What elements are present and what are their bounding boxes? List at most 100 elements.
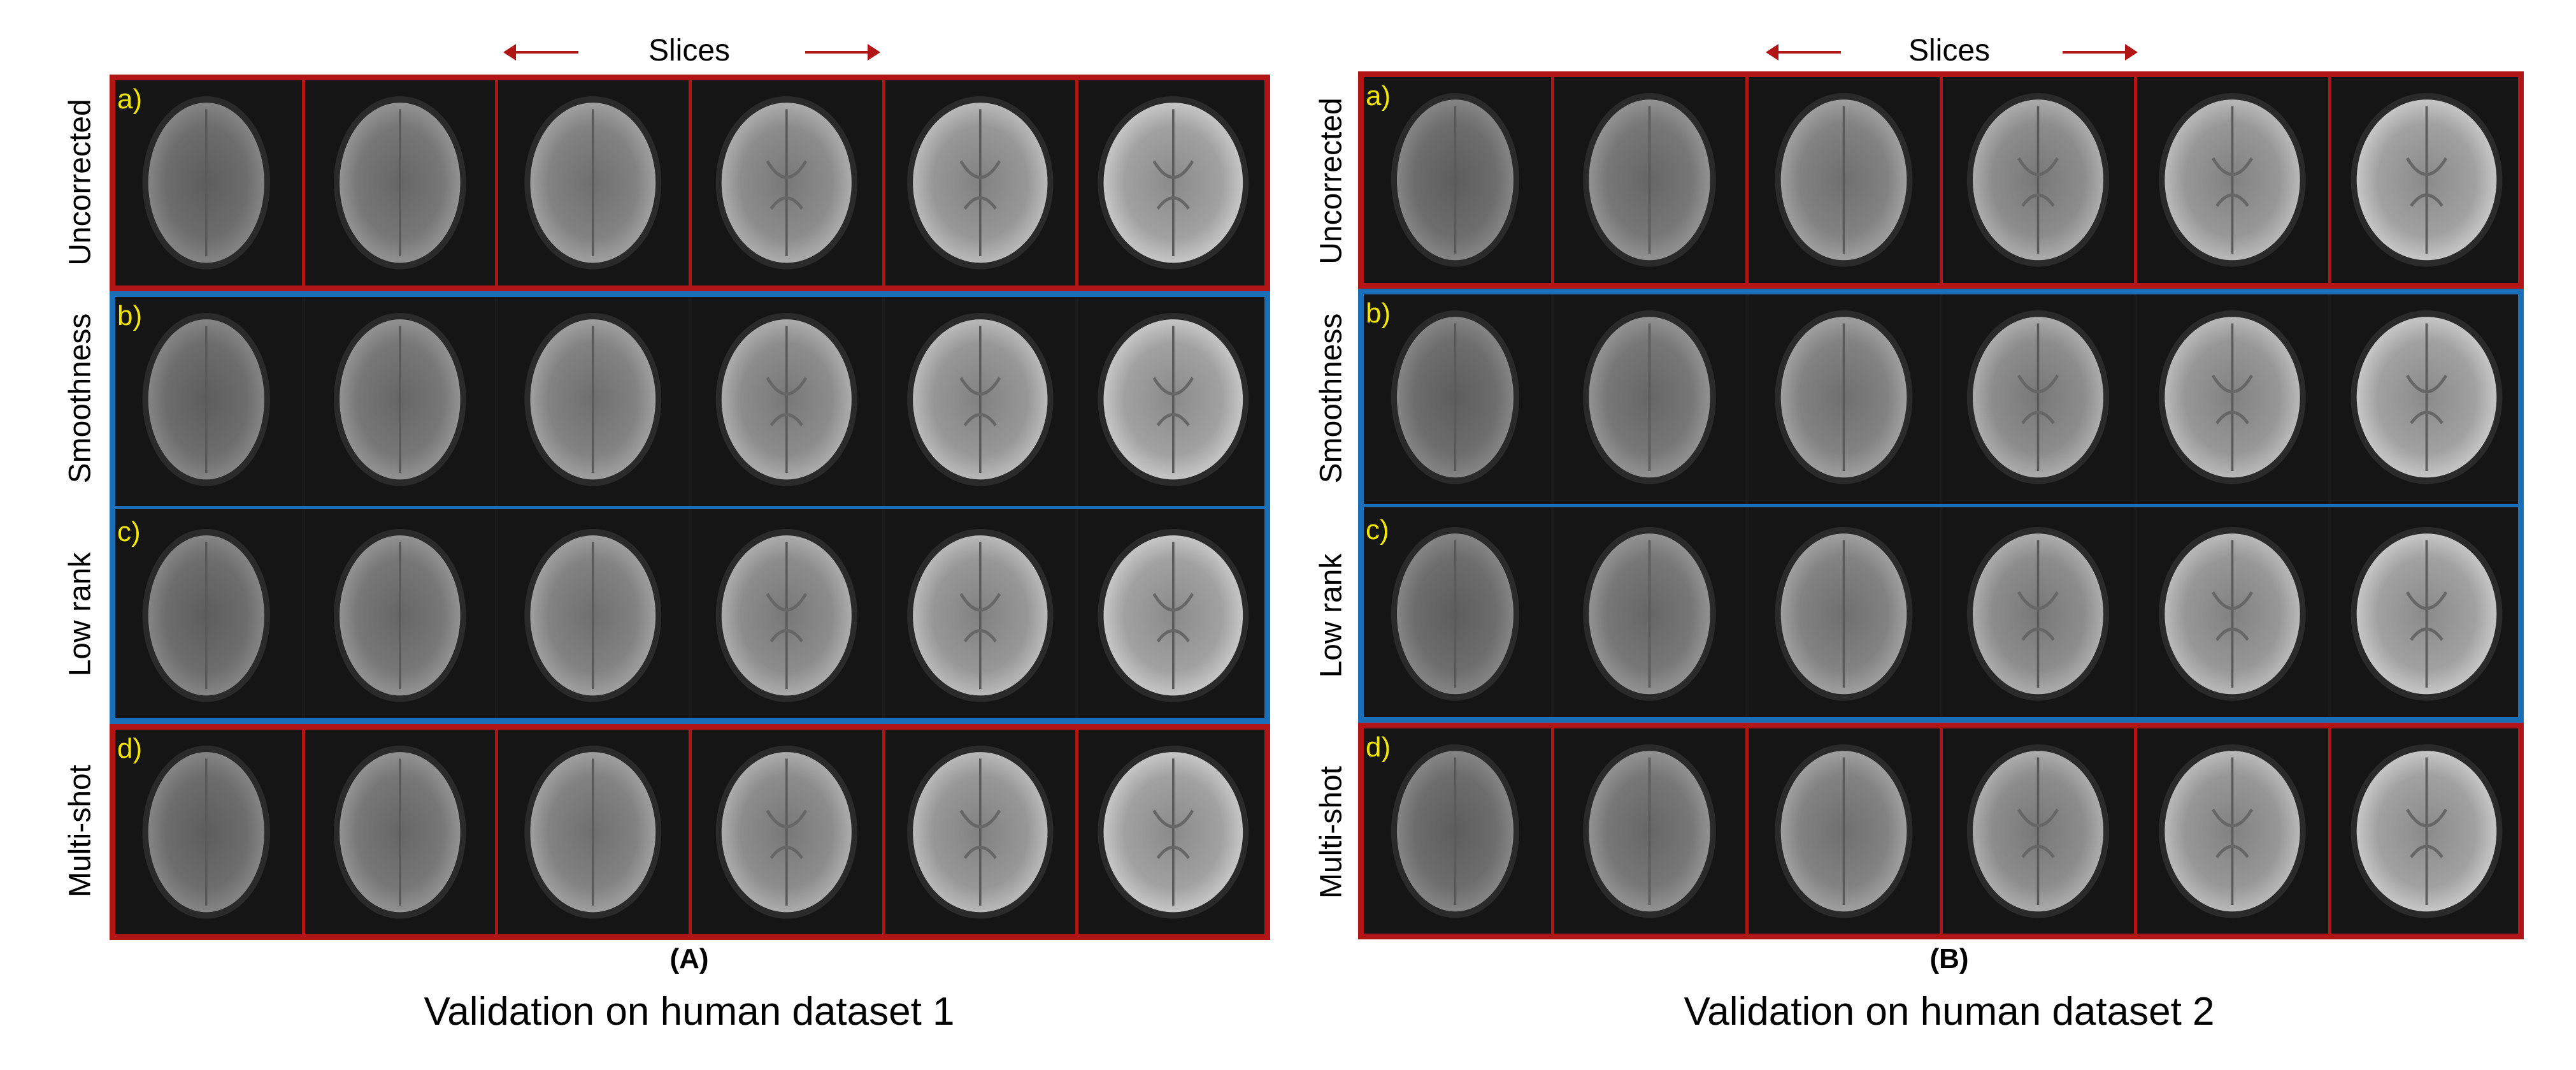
column-divider xyxy=(1551,71,1554,289)
row-label-smoothness: Smoothness xyxy=(63,313,97,484)
column-divider xyxy=(301,75,305,291)
brain-slice-image xyxy=(303,291,497,507)
brain-slice-image xyxy=(1941,71,2135,289)
brain-slice-image xyxy=(1552,288,1747,505)
image-row xyxy=(110,291,1270,507)
column-divider xyxy=(1551,722,1554,939)
arrow-right-icon xyxy=(805,44,880,61)
column-divider xyxy=(689,507,692,724)
brain-slice-image xyxy=(303,723,497,940)
brain-slice-image xyxy=(1552,505,1747,723)
column-divider xyxy=(1940,71,1943,289)
column-divider xyxy=(2328,288,2331,505)
row-letter: d) xyxy=(117,732,143,764)
image-row xyxy=(110,75,1270,291)
column-divider xyxy=(2134,288,2137,505)
brain-slice-image xyxy=(1077,723,1270,940)
panel-letter: (A) xyxy=(669,943,709,974)
brain-slice-image xyxy=(1747,71,1941,289)
brain-slice-image xyxy=(2135,288,2329,505)
brain-slice-image xyxy=(690,75,884,291)
column-divider xyxy=(1745,505,1749,723)
brain-slice-image xyxy=(496,507,690,724)
image-row xyxy=(1358,288,2524,505)
slices-header: Slices xyxy=(1287,33,2576,71)
brain-slice-image xyxy=(1552,722,1747,939)
brain-slice-image xyxy=(110,723,303,940)
brain-slice-image xyxy=(690,723,884,940)
row-letter: a) xyxy=(117,83,143,115)
column-divider xyxy=(1940,288,1943,505)
image-row xyxy=(110,723,1270,940)
column-divider xyxy=(1745,71,1749,289)
column-divider xyxy=(495,75,499,291)
brain-slice-image xyxy=(1552,71,1747,289)
brain-slice-image xyxy=(1747,722,1941,939)
brain-slice-image xyxy=(1941,288,2135,505)
image-grid: a) b) c) d) xyxy=(1358,71,2524,939)
panel-letter: (B) xyxy=(1929,943,1969,974)
column-divider xyxy=(2328,71,2331,289)
column-divider xyxy=(2134,722,2137,939)
image-row xyxy=(110,507,1270,724)
panel-b: Slices a) b) c) d) Uncorrected Smoothness L… xyxy=(1287,0,2576,1070)
panel-caption: Validation on human dataset 2 xyxy=(1684,990,2215,1034)
row-label-low-rank: Low rank xyxy=(63,552,97,677)
row-letter: b) xyxy=(117,300,143,331)
row-letter: c) xyxy=(117,516,141,547)
panel-caption: Validation on human dataset 1 xyxy=(424,990,955,1034)
column-divider xyxy=(495,507,499,724)
column-divider xyxy=(301,291,305,507)
column-divider xyxy=(882,75,885,291)
brain-slice-image xyxy=(496,291,690,507)
arrow-left-icon xyxy=(503,44,578,61)
column-divider xyxy=(1745,288,1749,505)
image-row xyxy=(1358,505,2524,723)
brain-slice-image xyxy=(1358,722,1552,939)
brain-slice-image xyxy=(1941,505,2135,723)
row-letter: b) xyxy=(1366,297,1391,329)
brain-slice-image xyxy=(883,75,1077,291)
arrow-left-icon xyxy=(1766,44,1841,61)
row-label-multi-shot: Multi-shot xyxy=(63,764,97,898)
brain-slice-image xyxy=(883,291,1077,507)
column-divider xyxy=(2134,505,2137,723)
column-divider xyxy=(882,507,885,724)
column-divider xyxy=(1940,505,1943,723)
column-divider xyxy=(495,291,499,507)
column-divider xyxy=(882,291,885,507)
row-label-uncorrected: Uncorrected xyxy=(63,99,97,266)
slices-header: Slices xyxy=(0,33,1287,71)
brain-slice-image xyxy=(883,723,1077,940)
brain-slice-image xyxy=(303,75,497,291)
column-divider xyxy=(689,291,692,507)
brain-slice-image xyxy=(1358,71,1552,289)
row-separator-blue xyxy=(1358,504,2524,507)
panel-a: Slices a) b) c) d) Uncorrected Smoothness L… xyxy=(0,0,1287,1070)
brain-slice-image xyxy=(2135,505,2329,723)
column-divider xyxy=(689,723,692,940)
brain-slice-image xyxy=(2135,71,2329,289)
brain-slice-image xyxy=(2135,722,2329,939)
column-divider xyxy=(2328,722,2331,939)
brain-slice-image xyxy=(1077,75,1270,291)
row-letter: d) xyxy=(1366,731,1391,763)
row-letter: a) xyxy=(1366,80,1391,112)
brain-slice-image xyxy=(496,75,690,291)
brain-slice-image xyxy=(690,507,884,724)
image-row xyxy=(1358,71,2524,289)
column-divider xyxy=(1940,722,1943,939)
brain-slice-image xyxy=(2329,722,2524,939)
brain-slice-image xyxy=(1747,505,1941,723)
row-label-multi-shot: Multi-shot xyxy=(1314,765,1349,899)
brain-slice-image xyxy=(2329,505,2524,723)
brain-slice-image xyxy=(1941,722,2135,939)
brain-slice-image xyxy=(1747,288,1941,505)
slices-label: Slices xyxy=(648,34,731,68)
brain-slice-image xyxy=(883,507,1077,724)
brain-slice-image xyxy=(110,507,303,724)
column-divider xyxy=(1075,291,1079,507)
column-divider xyxy=(1745,722,1749,939)
row-separator-blue xyxy=(110,506,1270,509)
brain-slice-image xyxy=(2329,71,2524,289)
